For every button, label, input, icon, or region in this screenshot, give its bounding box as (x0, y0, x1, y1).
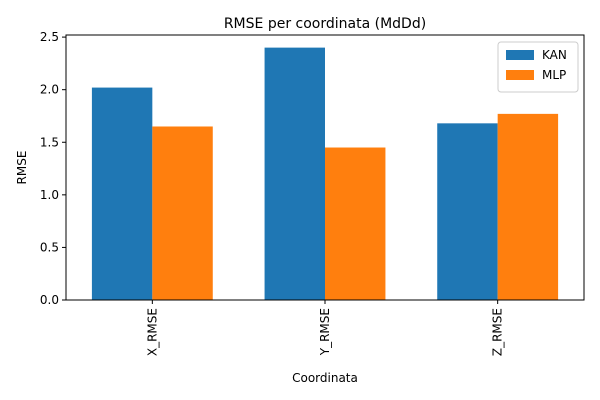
bar-kan-y-rmse (264, 47, 325, 300)
x-tick-label-y-rmse: Y_RMSE (318, 308, 332, 356)
bars-group (91, 47, 559, 300)
legend-label-mlp: MLP (542, 68, 566, 82)
y-tick-label: 2.5 (40, 30, 59, 44)
bar-mlp-x-rmse (152, 126, 213, 300)
y-tick-label: 1.0 (40, 188, 59, 202)
bar-mlp-z-rmse (497, 113, 559, 300)
legend-swatch-mlp (506, 70, 534, 80)
bar-kan-z-rmse (437, 123, 498, 300)
legend-label-kan: KAN (542, 48, 567, 62)
y-tick-label: 0.0 (40, 293, 59, 307)
y-tick-label: 0.5 (40, 240, 59, 254)
x-tick-label-z-rmse: Z_RMSE (491, 308, 505, 356)
legend: KAN MLP (497, 41, 579, 93)
x-axis-label: Coordinata (292, 371, 358, 385)
x-tick-label-x-rmse: X_RMSE (145, 308, 159, 356)
legend-swatch-kan (506, 50, 534, 60)
chart-title: RMSE per coordinata (MdDd) (224, 16, 426, 32)
y-tick-label: 2.0 (40, 83, 59, 97)
bar-kan-x-rmse (91, 87, 153, 300)
y-axis-label: RMSE (15, 151, 29, 185)
y-axis: 0.0 0.5 1.0 1.5 2.0 2.5 (40, 30, 66, 307)
y-tick-label: 1.5 (40, 135, 59, 149)
plot-frame (65, 34, 585, 301)
x-axis: X_RMSE Y_RMSE Z_RMSE (145, 300, 505, 356)
bar-mlp-y-rmse (325, 147, 386, 300)
